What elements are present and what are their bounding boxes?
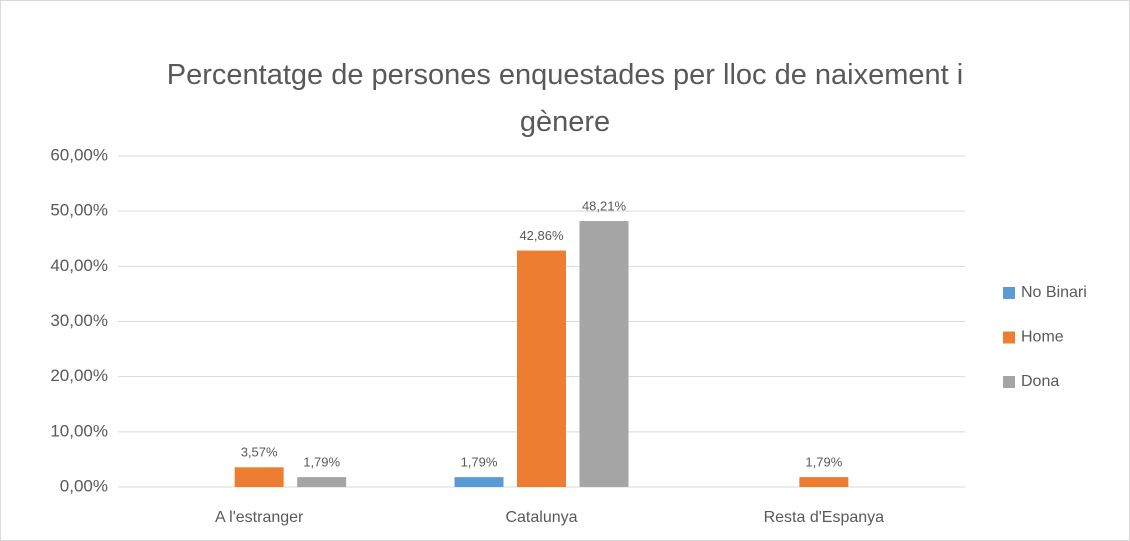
x-tick-label: Resta d'Espanya — [764, 509, 885, 526]
x-tick-label: Catalunya — [505, 509, 577, 526]
legend-label: Dona — [1021, 373, 1059, 390]
y-tick-label: 30,00% — [50, 311, 108, 330]
bar — [799, 477, 849, 487]
bar — [454, 477, 504, 487]
legend-swatch — [1003, 287, 1015, 299]
bar — [234, 467, 284, 487]
y-tick-label: 40,00% — [50, 256, 108, 275]
legend-swatch — [1003, 376, 1015, 388]
y-tick-label: 20,00% — [50, 366, 108, 385]
y-tick-label: 50,00% — [50, 201, 108, 220]
bar — [517, 250, 566, 487]
legend-label: No Binari — [1021, 284, 1087, 301]
bar — [297, 477, 347, 487]
x-tick-label: A l'estranger — [215, 509, 304, 526]
data-label: 1,79% — [303, 455, 340, 470]
data-label: 42,86% — [519, 228, 564, 243]
data-label: 3,57% — [241, 445, 278, 460]
y-tick-label: 60,00% — [50, 145, 108, 164]
data-label: 48,21% — [582, 198, 627, 213]
legend-label: Home — [1021, 329, 1064, 346]
data-label: 1,79% — [461, 455, 498, 470]
y-tick-label: 10,00% — [50, 421, 108, 440]
legend-swatch — [1003, 331, 1015, 344]
y-tick-label: 0,00% — [60, 476, 108, 495]
bar — [579, 221, 629, 487]
data-label: 1,79% — [805, 455, 842, 470]
chart-title: Percentatge de persones enquestades per … — [166, 59, 964, 138]
